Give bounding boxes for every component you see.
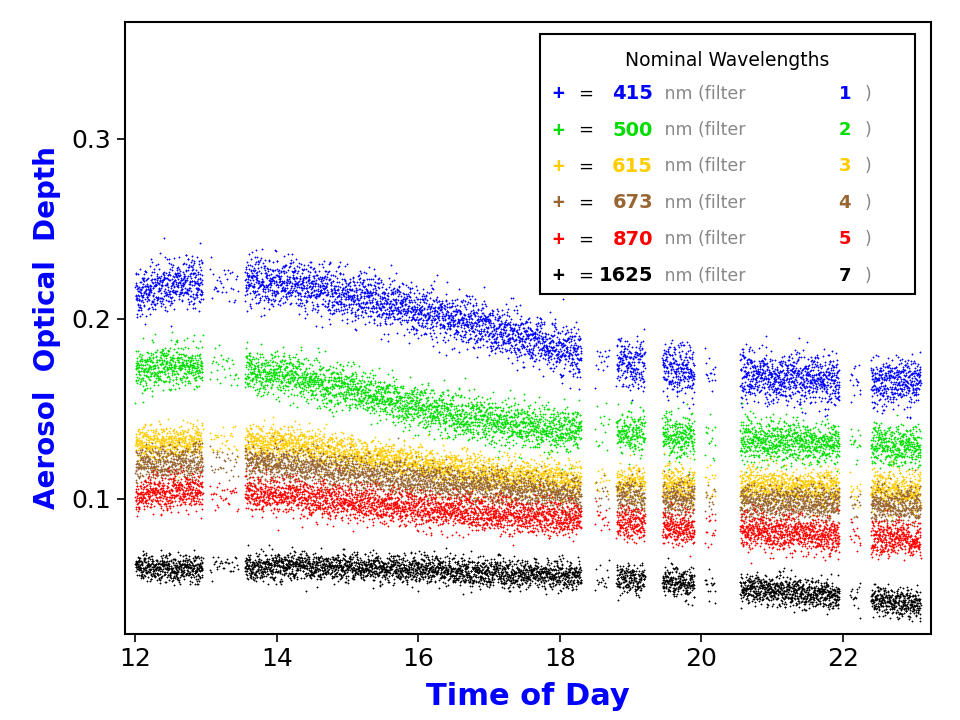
Text: =: = [578,85,593,103]
Text: ): ) [865,85,872,103]
X-axis label: Time of Day: Time of Day [426,682,630,711]
Text: nm (filter: nm (filter [659,85,751,103]
Text: =: = [578,158,593,176]
Text: 500: 500 [612,120,653,140]
Text: +: + [552,230,564,249]
Text: 1: 1 [838,85,851,103]
Text: nm (filter: nm (filter [659,158,751,176]
Text: 673: 673 [612,194,653,212]
Text: ): ) [865,266,872,284]
Text: ): ) [865,230,872,248]
Text: nm (filter: nm (filter [659,121,751,139]
FancyBboxPatch shape [540,34,915,294]
Text: +: + [552,194,564,212]
Text: 415: 415 [612,84,653,103]
Text: Nominal Wavelengths: Nominal Wavelengths [625,51,829,70]
Text: nm (filter: nm (filter [659,266,751,284]
Text: +: + [552,266,564,285]
Text: +: + [552,84,564,103]
Text: nm (filter: nm (filter [659,194,751,212]
Text: ): ) [865,194,872,212]
Text: 870: 870 [612,230,653,249]
Text: +: + [552,120,564,140]
Text: =: = [578,266,593,284]
Text: 615: 615 [612,157,653,176]
Text: 2: 2 [838,121,851,139]
Text: 1625: 1625 [598,266,653,285]
Text: +: + [552,157,564,176]
Text: 4: 4 [838,194,851,212]
Text: 7: 7 [838,266,851,284]
Y-axis label: Aerosol  Optical  Depth: Aerosol Optical Depth [33,146,60,509]
Text: =: = [578,121,593,139]
Text: =: = [578,194,593,212]
Text: =: = [578,230,593,248]
Text: nm (filter: nm (filter [659,230,751,248]
Text: 3: 3 [838,158,851,176]
Text: ): ) [865,121,872,139]
Text: 5: 5 [838,230,851,248]
Text: ): ) [865,158,872,176]
